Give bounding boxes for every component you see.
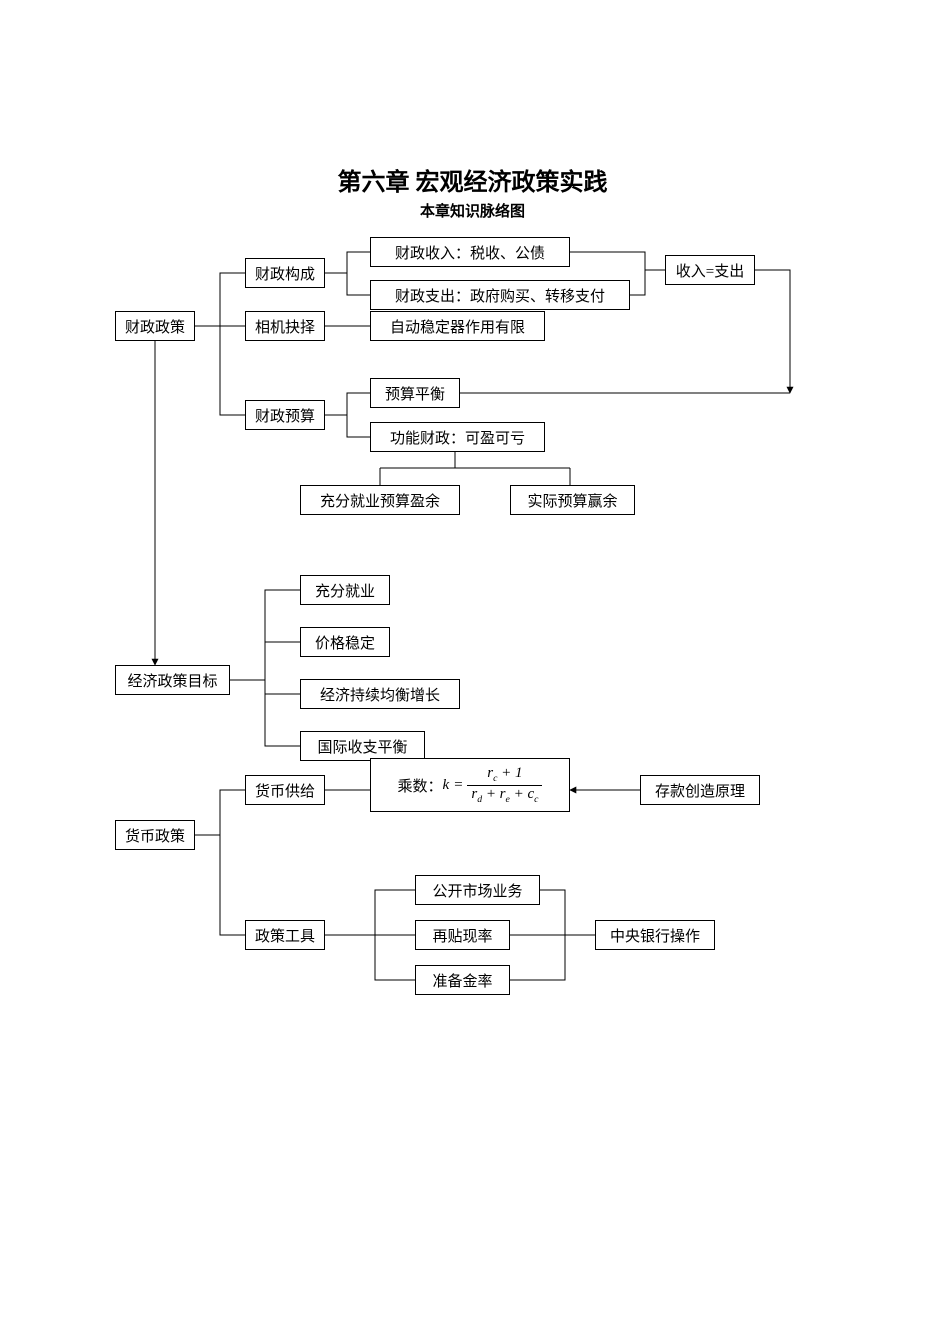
node-n_mult: 乘数： k = rc + 1rd + re + cc — [370, 758, 570, 812]
node-n_func: 功能财政：可盈可亏 — [370, 422, 545, 452]
node-n_mp: 货币政策 — [115, 820, 195, 850]
node-n_act: 实际预算赢余 — [510, 485, 635, 515]
node-n_ms: 货币供给 — [245, 775, 325, 805]
node-n_rev: 财政收入：税收、公债 — [370, 237, 570, 267]
node-n_bal: 预算平衡 — [370, 378, 460, 408]
node-n_goal: 经济政策目标 — [115, 665, 230, 695]
node-n_cb: 中央银行操作 — [595, 920, 715, 950]
node-n_g1: 充分就业 — [300, 575, 390, 605]
node-n_tool: 政策工具 — [245, 920, 325, 950]
node-n_auto: 自动稳定器作用有限 — [370, 311, 545, 341]
node-n_comp: 财政构成 — [245, 258, 325, 288]
node-n_full: 充分就业预算盈余 — [300, 485, 460, 515]
node-n_fiscal: 财政政策 — [115, 311, 195, 341]
node-n_g3: 经济持续均衡增长 — [300, 679, 460, 709]
node-n_t3: 准备金率 — [415, 965, 510, 995]
node-n_exp: 财政支出：政府购买、转移支付 — [370, 280, 630, 310]
node-n_ie: 收入=支出 — [665, 255, 755, 285]
node-n_dep: 存款创造原理 — [640, 775, 760, 805]
node-n_g4: 国际收支平衡 — [300, 731, 425, 761]
node-n_t1: 公开市场业务 — [415, 875, 540, 905]
node-n_disc: 相机抉择 — [245, 311, 325, 341]
node-n_t2: 再贴现率 — [415, 920, 510, 950]
node-n_g2: 价格稳定 — [300, 627, 390, 657]
node-n_budget: 财政预算 — [245, 400, 325, 430]
